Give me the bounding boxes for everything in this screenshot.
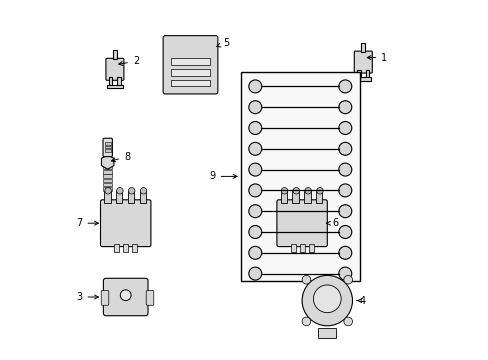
Circle shape xyxy=(302,317,310,326)
Circle shape xyxy=(338,122,351,135)
Bar xyxy=(308,244,313,252)
Bar xyxy=(103,174,112,178)
Bar xyxy=(361,43,365,52)
FancyBboxPatch shape xyxy=(101,200,151,247)
Bar xyxy=(103,166,112,169)
Circle shape xyxy=(248,184,261,197)
Circle shape xyxy=(316,188,323,194)
Bar xyxy=(170,80,210,86)
Circle shape xyxy=(120,290,131,301)
Text: 1: 1 xyxy=(366,53,386,63)
Circle shape xyxy=(343,275,352,284)
Circle shape xyxy=(338,205,351,218)
Circle shape xyxy=(128,188,135,194)
Circle shape xyxy=(117,188,123,194)
Circle shape xyxy=(248,163,261,176)
Circle shape xyxy=(302,275,352,326)
Bar xyxy=(365,70,368,81)
Bar xyxy=(170,58,210,65)
FancyBboxPatch shape xyxy=(163,36,218,94)
Text: 7: 7 xyxy=(76,218,98,228)
Bar xyxy=(315,191,322,203)
Bar xyxy=(318,328,336,338)
FancyBboxPatch shape xyxy=(103,278,148,316)
Text: 2: 2 xyxy=(119,56,139,66)
Circle shape xyxy=(338,163,351,176)
Circle shape xyxy=(248,267,261,280)
Circle shape xyxy=(338,142,351,155)
Bar xyxy=(116,191,122,203)
Bar xyxy=(104,142,110,145)
Text: 5: 5 xyxy=(216,38,229,48)
FancyBboxPatch shape xyxy=(146,291,153,305)
Circle shape xyxy=(338,184,351,197)
Text: 6: 6 xyxy=(326,218,338,228)
Circle shape xyxy=(248,205,261,218)
Bar xyxy=(241,72,359,281)
FancyBboxPatch shape xyxy=(354,51,371,73)
Text: 4: 4 xyxy=(356,296,365,306)
Bar xyxy=(103,170,112,174)
Bar xyxy=(103,183,112,186)
Circle shape xyxy=(104,188,111,194)
Circle shape xyxy=(338,101,351,114)
Bar xyxy=(304,191,310,203)
Bar xyxy=(117,77,121,88)
FancyBboxPatch shape xyxy=(276,200,326,247)
Circle shape xyxy=(248,80,261,93)
Circle shape xyxy=(338,246,351,259)
Circle shape xyxy=(248,101,261,114)
Text: 3: 3 xyxy=(76,292,98,302)
Bar xyxy=(107,85,122,88)
Bar xyxy=(104,149,110,152)
Circle shape xyxy=(343,317,352,326)
Bar xyxy=(292,191,298,203)
Bar xyxy=(132,244,137,252)
Bar xyxy=(104,191,110,203)
Circle shape xyxy=(292,188,299,194)
Bar xyxy=(123,244,128,252)
Text: 9: 9 xyxy=(209,171,237,181)
Bar xyxy=(290,244,295,252)
Bar xyxy=(103,179,112,182)
Circle shape xyxy=(338,225,351,238)
Bar xyxy=(355,77,370,81)
Bar xyxy=(139,191,146,203)
Bar xyxy=(113,50,117,59)
Circle shape xyxy=(140,188,146,194)
Circle shape xyxy=(281,188,287,194)
Circle shape xyxy=(338,267,351,280)
Text: 8: 8 xyxy=(111,152,130,162)
Circle shape xyxy=(248,225,261,238)
Circle shape xyxy=(302,275,310,284)
FancyBboxPatch shape xyxy=(106,58,123,80)
Bar xyxy=(114,244,119,252)
Bar xyxy=(170,69,210,76)
Bar xyxy=(127,191,134,203)
FancyBboxPatch shape xyxy=(101,291,108,305)
Circle shape xyxy=(338,80,351,93)
Circle shape xyxy=(313,285,341,312)
FancyBboxPatch shape xyxy=(103,138,112,157)
Bar xyxy=(299,244,304,252)
Bar xyxy=(103,187,112,191)
Bar xyxy=(104,146,110,148)
Circle shape xyxy=(248,142,261,155)
Circle shape xyxy=(248,246,261,259)
Circle shape xyxy=(304,188,311,194)
Bar xyxy=(108,77,112,88)
Bar xyxy=(356,70,360,81)
Circle shape xyxy=(248,122,261,135)
Bar xyxy=(280,191,286,203)
